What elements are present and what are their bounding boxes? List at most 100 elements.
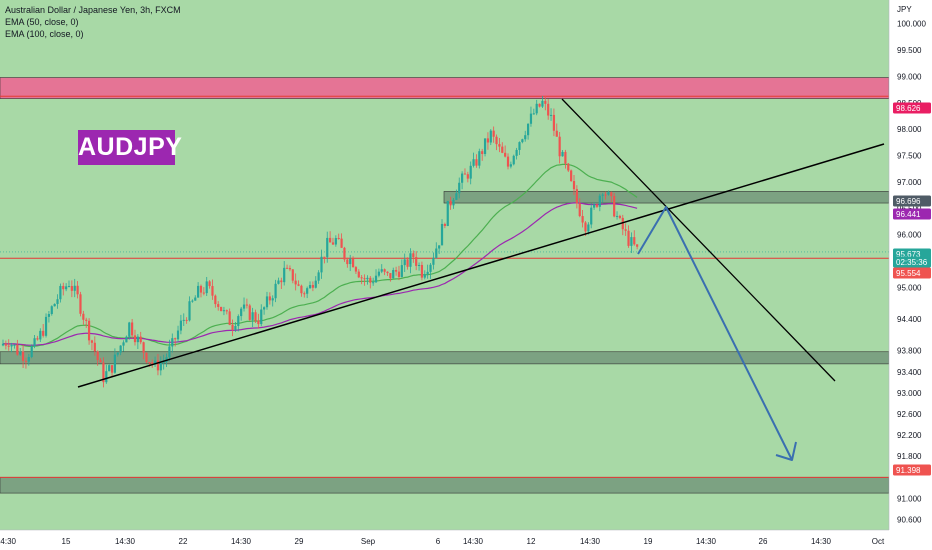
candle-body bbox=[372, 282, 375, 284]
projection-path[interactable] bbox=[637, 206, 793, 461]
price-tick-label: 97.500 bbox=[897, 152, 922, 161]
zone-lower[interactable] bbox=[0, 476, 890, 494]
price-tag[interactable] bbox=[893, 195, 931, 207]
candle-body bbox=[263, 307, 266, 310]
candle-body bbox=[561, 151, 564, 157]
candle-body bbox=[495, 136, 498, 145]
candle-body bbox=[380, 269, 383, 272]
candle-body bbox=[334, 238, 337, 245]
candle-body bbox=[449, 200, 452, 206]
candle-body bbox=[329, 237, 332, 243]
candle-body bbox=[231, 324, 234, 330]
price-tick-label: 91.800 bbox=[897, 452, 922, 461]
price-tag-label: 98.626 bbox=[896, 104, 921, 113]
candle-body bbox=[93, 342, 96, 352]
candle-body bbox=[285, 267, 289, 269]
time-tick-label: 14:30 bbox=[115, 537, 136, 546]
candle-body bbox=[455, 193, 458, 200]
price-tag[interactable] bbox=[893, 267, 931, 279]
candle-body bbox=[251, 312, 254, 320]
price-tick-label: 99.500 bbox=[897, 46, 922, 55]
candle-body bbox=[604, 194, 607, 196]
candle-body bbox=[317, 272, 320, 281]
candle-body bbox=[400, 265, 403, 277]
candle-body bbox=[443, 223, 446, 226]
price-tag[interactable] bbox=[893, 256, 931, 268]
price-tick-label: 90.600 bbox=[897, 515, 922, 524]
price-tag-label: 96.696 bbox=[896, 197, 921, 206]
price-tag[interactable] bbox=[893, 102, 931, 114]
candle-body bbox=[188, 301, 191, 321]
price-tick-label: 93.400 bbox=[897, 368, 922, 377]
candle-body bbox=[403, 259, 406, 266]
candle-body bbox=[65, 286, 68, 290]
candle-body bbox=[337, 238, 340, 240]
ema100-label: EMA (100, close, 0) bbox=[5, 29, 84, 39]
candle-body bbox=[254, 312, 257, 321]
candle-body bbox=[354, 267, 358, 272]
candle-body bbox=[30, 346, 33, 358]
time-axis[interactable] bbox=[0, 530, 889, 550]
candle-body bbox=[524, 135, 527, 140]
candle-body bbox=[119, 345, 122, 353]
ascending-trend-line[interactable] bbox=[77, 143, 885, 388]
candle-body bbox=[59, 285, 62, 300]
time-tick-label: 12 bbox=[527, 537, 536, 546]
candle-body bbox=[268, 296, 271, 301]
price-tick-label: 98.000 bbox=[897, 125, 922, 134]
candle-body bbox=[21, 351, 25, 361]
candle-body bbox=[383, 269, 386, 272]
candle-body bbox=[303, 293, 306, 295]
candle-body bbox=[489, 130, 492, 143]
descending-trend-line[interactable] bbox=[561, 98, 836, 382]
candle-body bbox=[581, 216, 584, 223]
candle-body bbox=[595, 204, 599, 207]
candle-body bbox=[417, 264, 421, 266]
candle-body bbox=[199, 285, 203, 293]
candle-body bbox=[618, 215, 622, 218]
candle-body bbox=[265, 296, 269, 308]
candle-body bbox=[469, 165, 472, 179]
candle-body bbox=[39, 330, 42, 340]
candle-body bbox=[506, 156, 510, 167]
time-tick-label: 14:30 bbox=[231, 537, 252, 546]
time-tick-label: Sep bbox=[361, 537, 376, 546]
candle-body bbox=[182, 319, 185, 321]
candle-body bbox=[627, 230, 630, 246]
time-tick-label: 22 bbox=[179, 537, 188, 546]
price-tag[interactable] bbox=[893, 208, 931, 220]
time-tick-label: 6 bbox=[436, 537, 441, 546]
candle-body bbox=[19, 351, 22, 355]
price-tag[interactable] bbox=[893, 464, 931, 476]
zone-support[interactable] bbox=[0, 351, 890, 365]
candle-body bbox=[128, 322, 131, 337]
time-tick-label: Oct bbox=[872, 537, 885, 546]
candle-body bbox=[578, 203, 581, 217]
candle-body bbox=[76, 285, 79, 295]
candle-body bbox=[73, 285, 76, 291]
candle-body bbox=[245, 304, 248, 306]
candle-body bbox=[323, 256, 326, 258]
zone-resistance[interactable] bbox=[0, 77, 890, 99]
candle-body bbox=[636, 244, 639, 247]
price-axis-unit: JPY bbox=[897, 5, 912, 14]
candle-body bbox=[564, 151, 567, 164]
ema100-line[interactable] bbox=[3, 202, 638, 346]
candle-body bbox=[331, 242, 335, 245]
candle-body bbox=[483, 138, 487, 154]
candle-body bbox=[67, 286, 71, 288]
candle-body bbox=[532, 113, 535, 115]
candle-body bbox=[10, 344, 13, 347]
candle-body bbox=[630, 237, 633, 246]
candle-body bbox=[174, 338, 177, 340]
ema50-line[interactable] bbox=[2, 163, 638, 347]
price-tag-label: 02:35:36 bbox=[896, 258, 928, 267]
ema50-label: EMA (50, close, 0) bbox=[5, 17, 79, 27]
zone-mid[interactable] bbox=[443, 191, 890, 204]
candle-body bbox=[624, 229, 627, 231]
candle-body bbox=[217, 304, 220, 307]
candle-body bbox=[592, 204, 596, 208]
candle-body bbox=[343, 247, 346, 260]
